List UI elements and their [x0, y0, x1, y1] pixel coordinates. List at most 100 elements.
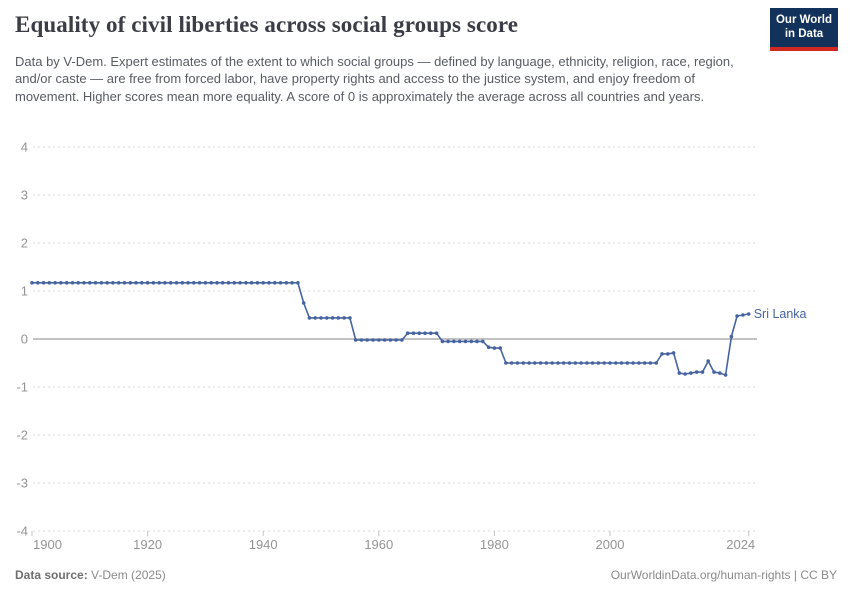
data-point[interactable] — [498, 346, 503, 350]
data-point[interactable] — [382, 338, 387, 342]
data-point[interactable] — [509, 361, 514, 365]
data-point[interactable] — [556, 361, 560, 365]
data-point[interactable] — [550, 361, 554, 365]
data-point[interactable] — [325, 316, 329, 320]
data-point[interactable] — [735, 314, 739, 318]
data-point[interactable] — [515, 361, 520, 365]
data-point[interactable] — [457, 339, 462, 344]
data-point[interactable] — [469, 339, 474, 344]
data-point[interactable] — [642, 361, 647, 365]
sri-lanka-line[interactable] — [31, 282, 750, 376]
data-point[interactable] — [157, 281, 161, 285]
data-point[interactable] — [244, 281, 248, 285]
data-point[interactable] — [521, 361, 526, 365]
data-point[interactable] — [411, 331, 416, 336]
data-point[interactable] — [481, 339, 485, 344]
data-point[interactable] — [226, 281, 231, 285]
data-point[interactable] — [261, 281, 266, 285]
data-point[interactable] — [145, 281, 150, 285]
data-point[interactable] — [400, 338, 404, 342]
data-point[interactable] — [579, 361, 583, 365]
data-point[interactable] — [348, 316, 352, 320]
data-point[interactable] — [561, 361, 566, 365]
series-label-sri-lanka[interactable]: Sri Lanka — [754, 307, 807, 321]
data-point[interactable] — [99, 281, 104, 285]
data-point[interactable] — [527, 361, 531, 365]
data-point[interactable] — [232, 281, 237, 285]
data-point[interactable] — [307, 316, 312, 320]
data-point[interactable] — [723, 373, 728, 377]
data-point[interactable] — [267, 281, 271, 285]
data-point[interactable] — [429, 331, 433, 336]
data-point[interactable] — [619, 361, 624, 365]
data-point[interactable] — [197, 281, 202, 285]
data-point[interactable] — [741, 313, 745, 317]
data-point[interactable] — [359, 338, 364, 342]
data-point[interactable] — [53, 281, 57, 285]
data-point[interactable] — [377, 338, 381, 342]
data-point[interactable] — [111, 281, 115, 285]
data-point[interactable] — [30, 281, 34, 285]
data-point[interactable] — [677, 371, 682, 375]
data-point[interactable] — [105, 281, 109, 285]
data-point[interactable] — [76, 281, 80, 285]
data-point[interactable] — [278, 281, 283, 285]
data-point[interactable] — [694, 370, 699, 374]
data-point[interactable] — [700, 370, 705, 374]
data-point[interactable] — [365, 338, 370, 342]
data-point[interactable] — [134, 281, 138, 285]
data-point[interactable] — [440, 339, 445, 344]
data-point[interactable] — [70, 281, 75, 285]
data-point[interactable] — [64, 281, 69, 285]
data-point[interactable] — [47, 281, 52, 285]
data-point[interactable] — [492, 346, 497, 350]
data-point[interactable] — [567, 361, 572, 365]
data-point[interactable] — [452, 339, 456, 344]
data-point[interactable] — [666, 352, 670, 356]
data-point[interactable] — [405, 331, 410, 336]
data-point[interactable] — [255, 281, 260, 285]
data-point[interactable] — [88, 281, 92, 285]
data-point[interactable] — [538, 361, 543, 365]
data-point[interactable] — [394, 338, 398, 342]
data-point[interactable] — [637, 361, 641, 365]
data-point[interactable] — [533, 361, 537, 365]
data-point[interactable] — [151, 281, 156, 285]
data-point[interactable] — [729, 334, 734, 339]
data-point[interactable] — [446, 339, 450, 344]
data-point[interactable] — [463, 339, 468, 344]
data-point[interactable] — [590, 361, 595, 365]
data-point[interactable] — [174, 281, 179, 285]
data-point[interactable] — [625, 361, 630, 365]
data-point[interactable] — [342, 316, 346, 320]
data-point[interactable] — [486, 345, 491, 350]
data-point[interactable] — [423, 331, 427, 336]
data-point[interactable] — [417, 331, 422, 336]
data-point[interactable] — [238, 281, 242, 285]
data-point[interactable] — [654, 361, 658, 365]
data-point[interactable] — [186, 281, 190, 285]
data-point[interactable] — [573, 361, 578, 365]
data-point[interactable] — [336, 316, 341, 320]
data-point[interactable] — [602, 361, 606, 365]
data-point[interactable] — [608, 361, 612, 365]
data-point[interactable] — [689, 371, 693, 375]
data-point[interactable] — [180, 281, 185, 285]
data-point[interactable] — [168, 281, 173, 285]
data-point[interactable] — [614, 361, 618, 365]
data-point[interactable] — [215, 281, 219, 285]
data-point[interactable] — [631, 361, 635, 365]
data-point[interactable] — [41, 281, 46, 285]
data-point[interactable] — [273, 281, 277, 285]
data-point[interactable] — [220, 281, 225, 285]
data-point[interactable] — [163, 281, 167, 285]
data-point[interactable] — [192, 281, 196, 285]
data-point[interactable] — [59, 281, 63, 285]
data-point[interactable] — [585, 361, 589, 365]
data-point[interactable] — [648, 361, 653, 365]
data-point[interactable] — [544, 361, 549, 365]
data-point[interactable] — [712, 370, 716, 374]
data-point[interactable] — [93, 281, 98, 285]
data-point[interactable] — [284, 281, 289, 285]
data-point[interactable] — [36, 281, 40, 285]
